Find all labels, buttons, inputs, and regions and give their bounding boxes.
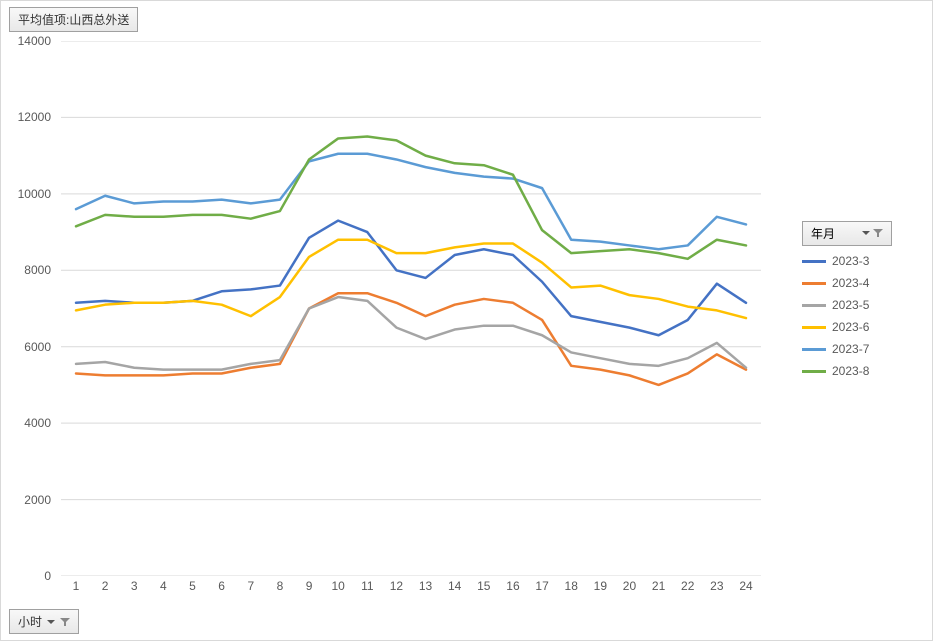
series-line (76, 221, 746, 336)
x-tick-label: 21 (652, 579, 665, 593)
y-tick-label: 6000 (24, 340, 51, 354)
x-tick-label: 11 (361, 579, 373, 593)
x-tick-label: 17 (535, 579, 548, 593)
legend-swatch (802, 326, 826, 329)
legend-label: 2023-6 (832, 320, 869, 334)
legend-label: 2023-5 (832, 298, 869, 312)
x-tick-label: 5 (189, 579, 196, 593)
x-tick-label: 4 (160, 579, 167, 593)
y-tick-label: 12000 (18, 110, 51, 124)
y-tick-label: 0 (44, 569, 51, 583)
x-tick-label: 20 (623, 579, 636, 593)
x-tick-label: 14 (448, 579, 461, 593)
x-tick-label: 8 (277, 579, 284, 593)
y-tick-label: 8000 (24, 263, 51, 277)
legend-label: 2023-4 (832, 276, 869, 290)
filter-icon (60, 617, 70, 627)
x-tick-label: 2 (102, 579, 109, 593)
x-tick-label: 24 (739, 579, 752, 593)
x-tick-label: 13 (419, 579, 432, 593)
series-line (76, 293, 746, 385)
legend-label: 2023-3 (832, 254, 869, 268)
value-field-label: 平均值项:山西总外送 (18, 11, 129, 28)
x-tick-label: 10 (331, 579, 344, 593)
y-tick-label: 14000 (18, 34, 51, 48)
dropdown-icon (46, 617, 56, 627)
legend-items: 2023-3 2023-4 2023-5 2023-6 2023-7 2023-8 (802, 254, 922, 378)
x-tick-label: 6 (218, 579, 225, 593)
x-tick-label: 16 (506, 579, 519, 593)
x-tick-label: 1 (73, 579, 80, 593)
chart-container: 平均值项:山西总外送 小时 0 2000 4000 6000 8000 10000 1200… (0, 0, 933, 641)
value-field-button[interactable]: 平均值项:山西总外送 (9, 7, 138, 32)
legend-label: 2023-7 (832, 342, 869, 356)
legend-field-label: 年月 (811, 225, 835, 242)
x-tick-label: 22 (681, 579, 694, 593)
legend-item[interactable]: 2023-4 (802, 276, 922, 290)
legend-item[interactable]: 2023-5 (802, 298, 922, 312)
legend-swatch (802, 282, 826, 285)
legend-item[interactable]: 2023-8 (802, 364, 922, 378)
legend-field-button[interactable]: 年月 (802, 221, 892, 246)
y-axis-labels: 02000400060008000100001200014000 (1, 41, 56, 576)
x-field-button[interactable]: 小时 (9, 609, 79, 634)
x-axis-labels: 123456789101112131415161718192021222324 (61, 579, 761, 599)
legend-item[interactable]: 2023-3 (802, 254, 922, 268)
series-line (76, 154, 746, 250)
x-tick-label: 12 (390, 579, 403, 593)
x-tick-label: 15 (477, 579, 490, 593)
x-tick-label: 23 (710, 579, 723, 593)
y-tick-label: 10000 (18, 187, 51, 201)
legend: 年月 2023-3 2023-4 2023-5 2023-6 2023-7 2023-8 (802, 221, 922, 386)
y-tick-label: 4000 (24, 416, 51, 430)
plot-area (61, 41, 761, 576)
plot-svg (61, 41, 761, 576)
legend-swatch (802, 370, 826, 373)
x-tick-label: 7 (247, 579, 254, 593)
x-tick-label: 18 (565, 579, 578, 593)
legend-swatch (802, 260, 826, 263)
filter-icon (873, 227, 883, 241)
series-line (76, 137, 746, 259)
x-field-label: 小时 (18, 613, 42, 630)
legend-item[interactable]: 2023-7 (802, 342, 922, 356)
legend-item[interactable]: 2023-6 (802, 320, 922, 334)
legend-swatch (802, 348, 826, 351)
legend-label: 2023-8 (832, 364, 869, 378)
dropdown-icon (861, 227, 871, 241)
y-tick-label: 2000 (24, 493, 51, 507)
x-tick-label: 9 (306, 579, 313, 593)
series-line (76, 297, 746, 370)
x-tick-label: 3 (131, 579, 138, 593)
legend-swatch (802, 304, 826, 307)
x-tick-label: 19 (594, 579, 607, 593)
